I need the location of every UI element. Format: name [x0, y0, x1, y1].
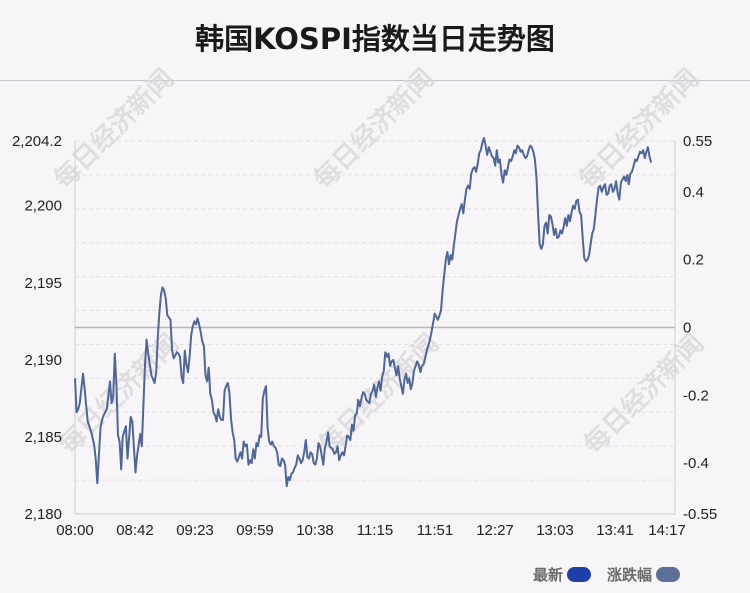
- y-right-tick-label: -0.4: [683, 455, 709, 472]
- y-right-tick-label: -0.2: [683, 387, 709, 404]
- tick-labels: 2,204.2 2,200 2,195 2,190 2,185 2,180 0.55 0.4 0…: [12, 133, 717, 539]
- x-tick-label: 11:15: [357, 522, 393, 539]
- x-tick-label: 13:03: [536, 522, 574, 539]
- legend-item-latest: 最新: [533, 564, 592, 585]
- y-right-tick-label: 0.2: [683, 252, 704, 269]
- y-left-tick-label: 2,200: [24, 198, 62, 215]
- y-left-tick-label: 2,204.2: [12, 133, 62, 150]
- x-tick-label: 09:23: [176, 522, 214, 539]
- y-left-tick-label: 2,185: [24, 429, 62, 446]
- legend-item-change: 涨跌幅: [607, 564, 681, 585]
- title-divider: [0, 80, 750, 81]
- axes: [74, 141, 676, 515]
- y-right-tick-label: 0.4: [683, 184, 704, 201]
- legend-label-latest: 最新: [533, 566, 564, 584]
- y-right-tick-label: -0.55: [683, 506, 717, 523]
- y-left-tick-label: 2,195: [24, 275, 62, 292]
- x-tick-label: 14:17: [648, 522, 686, 539]
- y-right-tick-label: 0: [683, 320, 691, 337]
- x-tick-label: 12:27: [476, 522, 514, 539]
- legend-swatch-change: [656, 567, 681, 582]
- y-left-tick-label: 2,190: [24, 352, 62, 369]
- kospi-series-line: [74, 136, 653, 488]
- legend-swatch-latest: [567, 567, 592, 582]
- x-tick-label: 08:00: [56, 522, 94, 539]
- x-tick-label: 08:42: [116, 522, 154, 539]
- chart-title: 韩国KOSPI指数当日走势图: [195, 22, 555, 56]
- x-tick-label: 09:59: [236, 522, 274, 539]
- y-left-tick-label: 2,180: [24, 506, 62, 523]
- y-right-tick-label: 0.55: [683, 133, 712, 150]
- x-tick-label: 11:51: [417, 522, 453, 539]
- legend-label-change: 涨跌幅: [607, 566, 653, 584]
- x-tick-label: 13:41: [596, 522, 634, 539]
- watermark-text: 每日经济新闻: [313, 328, 445, 460]
- x-tick-label: 10:38: [296, 522, 334, 539]
